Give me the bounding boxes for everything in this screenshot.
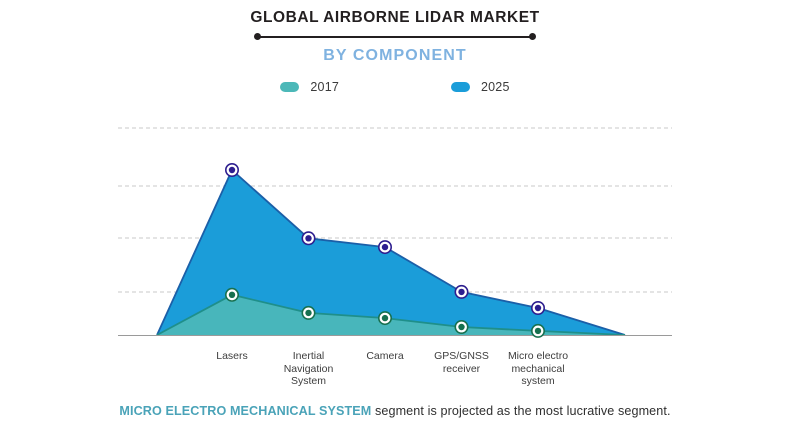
x-tick-line: GPS/GNSS — [434, 350, 489, 362]
chart-x-axis-labels: Lasers Inertial Navigation System Camera GPS/… — [0, 350, 790, 396]
marker-dot-2025-3[interactable] — [458, 288, 465, 296]
title-divider — [254, 31, 536, 43]
marker-dot-2025-2[interactable] — [381, 243, 389, 251]
marker-dot-2025-1[interactable] — [305, 235, 312, 242]
x-tick-line: Inertial — [292, 350, 325, 362]
legend-swatch-icon-2017 — [280, 82, 300, 92]
area-2025 — [157, 170, 625, 335]
chart-markers — [225, 163, 545, 338]
x-tick-label-4: Micro electro mechanical system — [490, 350, 586, 388]
footer-highlight-text: MICRO ELECTRO MECHANICAL SYSTEM — [119, 404, 372, 418]
x-tick-line: System — [290, 375, 326, 387]
marker-dot-2017-3[interactable] — [458, 323, 465, 331]
marker-dot-2017-2[interactable] — [381, 314, 389, 322]
legend-swatch-icon-2025 — [451, 82, 470, 92]
title-divider-right-dot — [529, 33, 536, 40]
chart-main-title: GLOBAL AIRBORNE LIDAR MARKET — [250, 9, 540, 26]
chart-header: GLOBAL AIRBORNE LIDAR MARKET BY COMPONEN… — [0, 8, 790, 67]
chart-series-layer — [156, 169, 626, 336]
x-tick-line: Navigation — [283, 362, 334, 375]
x-tick-label-1: Inertial Navigation System — [261, 350, 357, 388]
marker-dot-2017-0[interactable] — [228, 291, 236, 298]
legend-item-2017[interactable]: 2017 — [280, 80, 339, 94]
x-tick-label-0: Lasers — [184, 350, 280, 363]
title-divider-line — [260, 36, 530, 38]
x-tick-label-2: Camera — [337, 350, 433, 363]
chart-sub-title: BY COMPONENT — [323, 47, 467, 64]
x-tick-line: Lasers — [216, 350, 248, 362]
x-tick-line: Camera — [366, 350, 404, 362]
footer-rest-text: segment is projected as the most lucrati… — [371, 404, 671, 418]
marker-dot-2025-0[interactable] — [228, 166, 236, 174]
x-tick-line: system — [521, 375, 555, 387]
legend-item-2025[interactable]: 2025 — [451, 80, 510, 94]
legend-label-2017: 2017 — [310, 80, 339, 94]
chart-legend: 2017 2025 — [0, 80, 790, 94]
title-divider-left-dot — [254, 33, 261, 40]
marker-dot-2025-4[interactable] — [534, 304, 542, 312]
x-tick-line: receiver — [442, 362, 481, 375]
marker-dot-2017-4[interactable] — [534, 327, 542, 335]
marker-dot-2017-1[interactable] — [305, 309, 312, 317]
x-tick-line: mechanical — [511, 362, 565, 375]
x-tick-line: Micro electro — [507, 350, 569, 362]
legend-label-2025: 2025 — [481, 80, 510, 94]
x-tick-label-3: GPS/GNSS receiver — [414, 350, 510, 375]
chart-footer-note: MICRO ELECTRO MECHANICAL SYSTEM segment … — [0, 404, 790, 418]
